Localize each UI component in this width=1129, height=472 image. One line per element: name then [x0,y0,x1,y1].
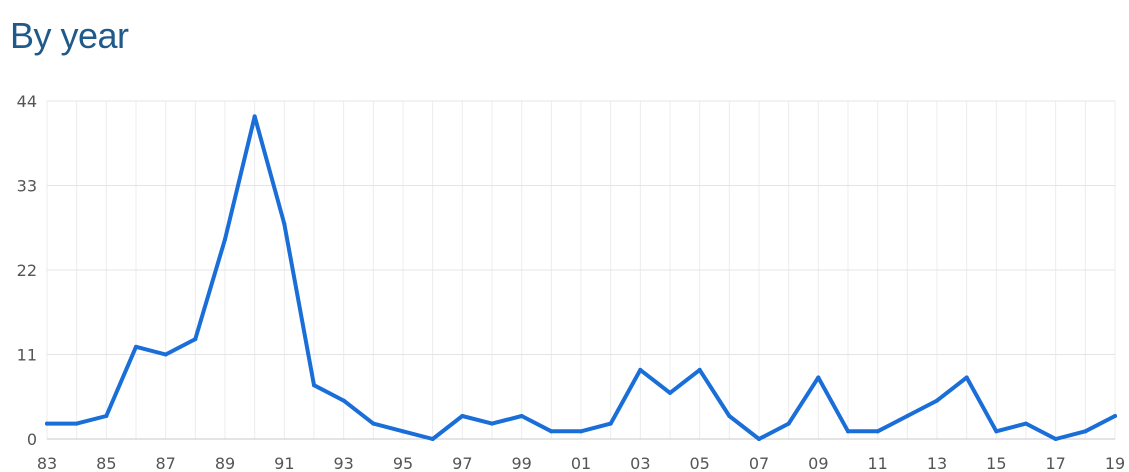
x-tick-label: 91 [274,454,294,472]
x-tick-label: 89 [215,454,235,472]
data-point [1083,429,1088,434]
data-point [786,421,791,426]
y-axis-tick-labels: 0 11 22 33 44 [17,92,37,449]
data-point [1024,421,1028,426]
x-tick-label: 01 [571,454,591,472]
x-tick-label: 13 [927,454,947,472]
x-tick-label: 83 [37,454,57,472]
x-axis-tick-labels: 83 85 87 89 91 93 95 97 99 01 03 05 07 09 11 13 15 17 19 [37,454,1125,472]
data-point [490,421,494,426]
data-point [252,114,257,119]
data-point [697,367,702,372]
data-point [875,429,880,434]
x-tick-label: 93 [333,454,353,472]
x-tick-label: 99 [511,454,531,472]
data-point [371,421,376,426]
x-tick-label: 97 [452,454,472,472]
data-point [1113,413,1117,418]
data-point [608,421,613,426]
data-point [104,413,109,418]
data-point [1053,437,1058,441]
x-tick-label: 17 [1045,454,1065,472]
x-tick-label: 07 [749,454,769,472]
y-tick-label: 22 [17,261,37,280]
x-tick-label: 19 [1105,454,1125,472]
page-title: By year [10,15,129,56]
y-tick-label: 0 [27,430,37,449]
data-point [579,429,583,434]
y-tick-label: 44 [17,92,37,111]
data-point [460,413,465,418]
data-point [74,421,79,426]
data-point [668,390,672,395]
series-group [45,114,1117,441]
data-point [163,352,168,357]
horizontal-gridlines [47,100,1115,440]
data-point [282,221,287,226]
data-point [223,237,227,242]
data-point [727,413,732,418]
data-point [638,367,643,372]
data-point [134,344,138,349]
data-point [905,413,910,418]
x-tick-label: 87 [155,454,175,472]
x-tick-label: 95 [393,454,413,472]
data-point [935,398,939,403]
data-point [341,398,346,403]
x-tick-label: 09 [808,454,828,472]
data-point [846,429,850,434]
x-tick-label: 05 [689,454,709,472]
x-tick-label: 11 [867,454,887,472]
data-point [430,437,435,441]
x-tick-label: 85 [96,454,116,472]
data-point [816,375,821,380]
y-tick-label: 33 [17,177,37,196]
x-tick-label: 03 [630,454,650,472]
data-point [549,429,554,434]
data-point [401,429,405,434]
data-point [964,375,969,380]
data-point [519,413,524,418]
data-point [994,429,999,434]
x-tick-label: 15 [986,454,1006,472]
data-point [45,421,49,426]
y-tick-label: 11 [17,346,37,365]
data-point [312,383,316,388]
data-point [757,437,761,441]
data-point [193,337,198,342]
